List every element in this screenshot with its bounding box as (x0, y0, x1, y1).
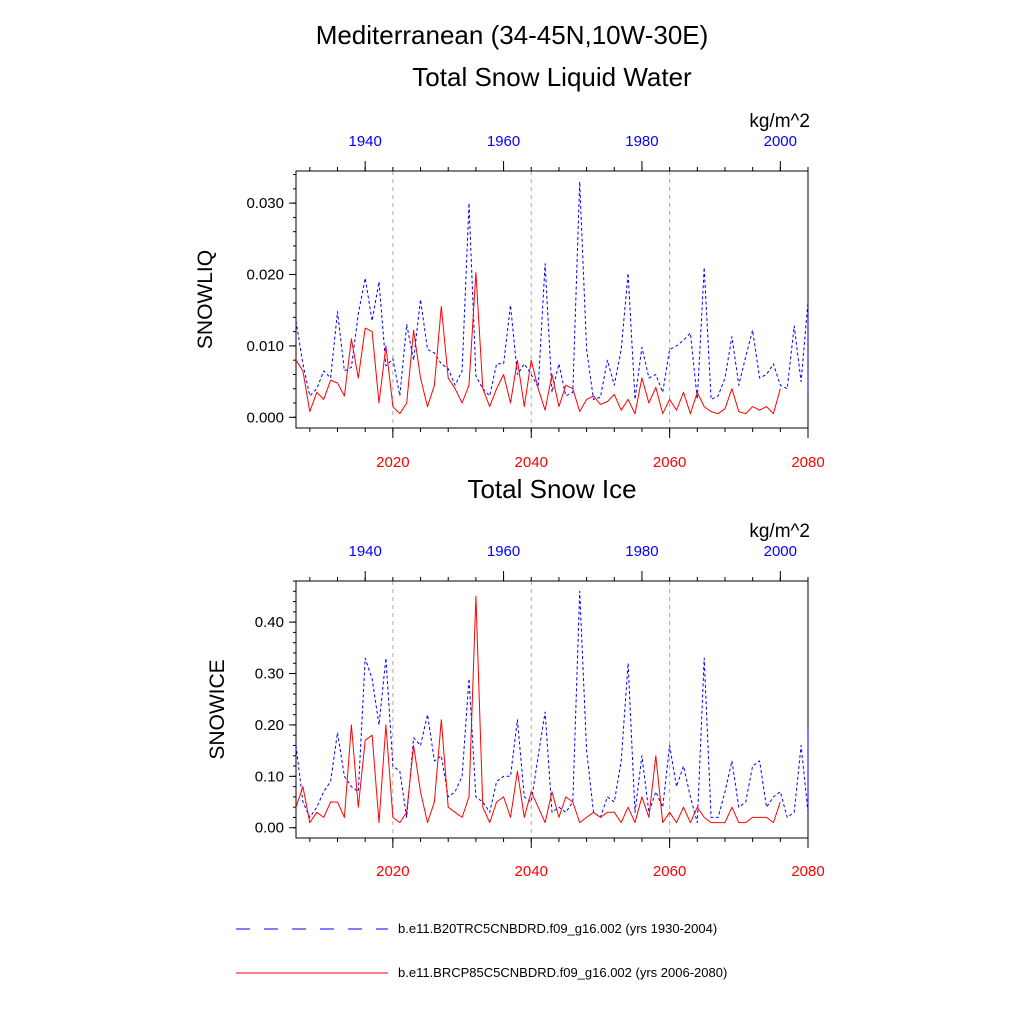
snowice-y-tick-label: 0.30 (255, 666, 284, 683)
snowice-x-bottom-tick-label: 2080 (791, 863, 824, 880)
legend-label-historical: b.e11.B20TRC5CNBDRD.f09_g16.002 (yrs 193… (398, 921, 717, 936)
snowliq-x-bottom-tick-label: 2060 (653, 454, 686, 471)
snowliq-y-tick-label: 0.030 (246, 195, 284, 212)
snowliq-x-bottom-tick-label: 2020 (376, 454, 409, 471)
snowice-x-top-tick-label: 1940 (349, 543, 382, 560)
snowliq-x-bottom-tick-label: 2040 (515, 454, 548, 471)
snowice-x-bottom-tick-label: 2060 (653, 863, 686, 880)
panel-snowliq: Total Snow Liquid Water kg/m^2 0.000 0.010 0… (194, 62, 825, 471)
snowliq-x-bottom-tick-label: 2080 (791, 454, 824, 471)
snowliq-series-historical-line (295, 181, 809, 400)
snowliq-y-tick-label: 0.000 (246, 409, 284, 426)
figure-title-line1: Mediterranean (34-45N,10W-30E) (316, 20, 709, 50)
snowliq-series-rcp85-line (295, 271, 781, 415)
snowice-series-rcp85-line (295, 595, 781, 824)
snowliq-x-top-tick-label: 1960 (487, 133, 520, 150)
snowliq-x-top-tick-label: 1980 (625, 133, 658, 150)
snowliq-units: kg/m^2 (749, 111, 810, 132)
snowice-plot-frame (295, 580, 809, 839)
snowice-units: kg/m^2 (749, 521, 810, 542)
snowliq-plot-frame (295, 170, 809, 429)
snowliq-y-axis-label: SNOWLIQ (194, 250, 217, 349)
snowliq-y-tick-label: 0.010 (246, 338, 284, 355)
snowliq-x-top-tick-label: 2000 (764, 133, 797, 150)
snowice-y-tick-label: 0.00 (255, 820, 284, 837)
snowice-x-bottom-tick-label: 2020 (376, 863, 409, 880)
snowliq-title: Total Snow Liquid Water (412, 62, 692, 92)
snowice-y-axis-label: SNOWICE (206, 659, 229, 759)
snowliq-x-top-tick-label: 1940 (349, 133, 382, 150)
legend-label-rcp85: b.e11.BRCP85C5CNBDRD.f09_g16.002 (yrs 20… (398, 965, 727, 980)
snowice-y-tick-label: 0.10 (255, 768, 284, 785)
panel-snowice: Total Snow Ice kg/m^2 0.00 0.10 0.20 0.30 0.40… (206, 474, 825, 880)
snowice-y-tick-label: 0.20 (255, 717, 284, 734)
snowice-x-bottom-tick-label: 2040 (515, 863, 548, 880)
snowice-y-tick-label: 0.40 (255, 614, 284, 631)
snowice-x-top-tick-label: 1980 (625, 543, 658, 560)
snowice-series-historical-line (295, 590, 809, 824)
snowice-title: Total Snow Ice (467, 474, 636, 504)
snowice-x-top-tick-label: 2000 (764, 543, 797, 560)
snowice-x-top-tick-label: 1960 (487, 543, 520, 560)
snowliq-y-tick-label: 0.020 (246, 267, 284, 284)
legend: b.e11.B20TRC5CNBDRD.f09_g16.002 (yrs 193… (236, 921, 727, 980)
